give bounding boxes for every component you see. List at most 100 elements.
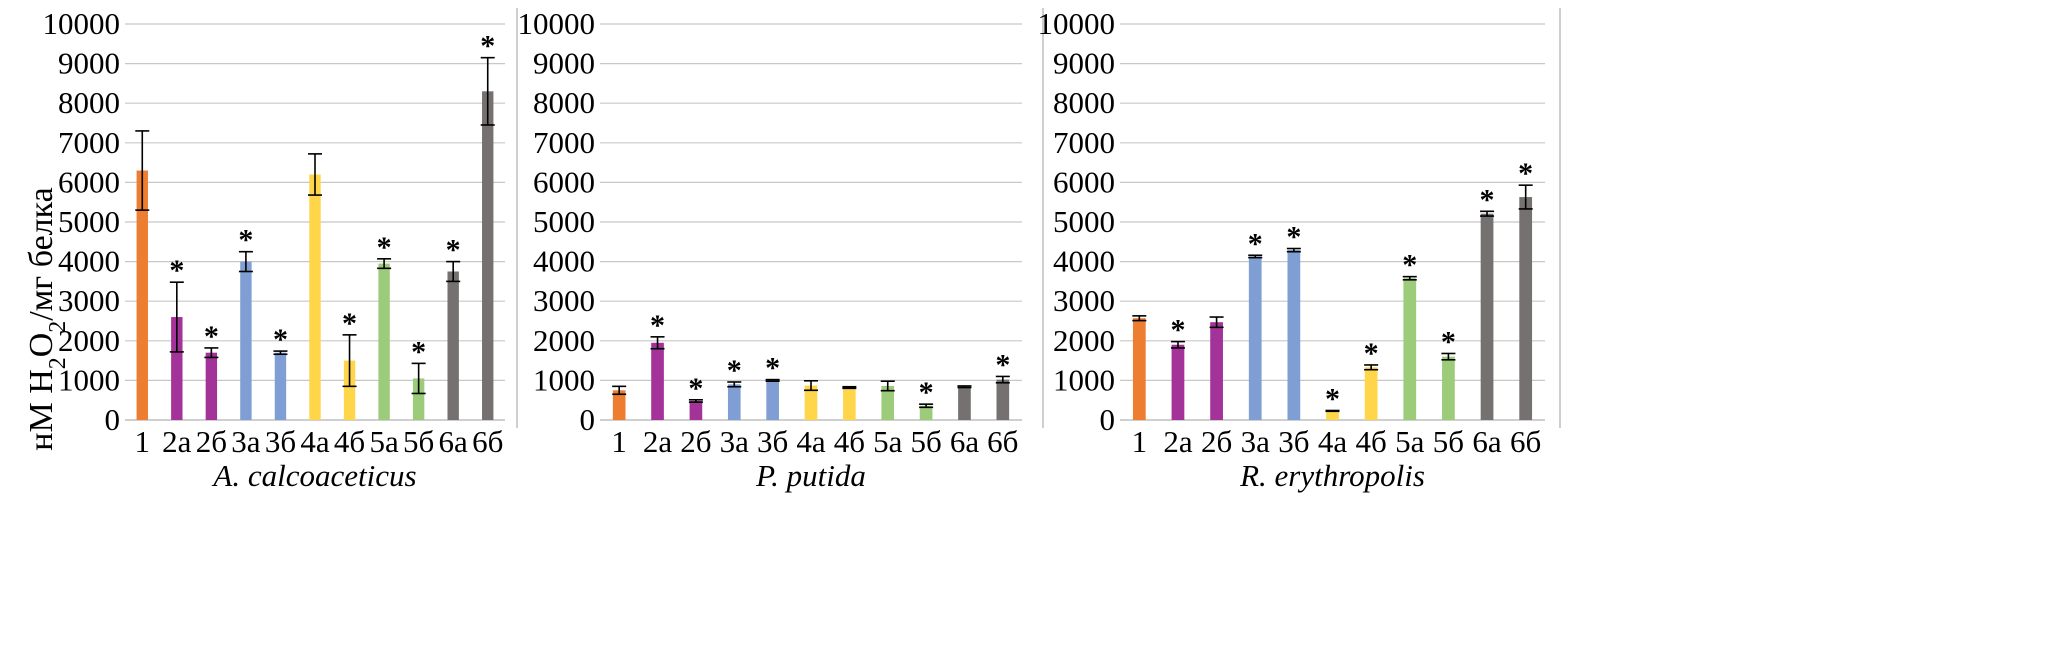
y-tick-label: 7000 — [58, 125, 120, 160]
bar — [1519, 197, 1533, 420]
y-tick-label: 6000 — [58, 164, 120, 199]
x-tick-label: 3а — [720, 424, 750, 459]
bar — [1480, 213, 1494, 420]
significance-star: * — [1170, 314, 1185, 347]
bar — [1210, 322, 1223, 420]
bar — [996, 379, 1010, 420]
significance-star: * — [169, 254, 184, 287]
error-bar — [1518, 184, 1533, 210]
x-tick-label: 3б — [1278, 424, 1309, 459]
x-tick-label: 5б — [403, 424, 434, 459]
x-tick-label: 4а — [300, 424, 330, 459]
significance-star: * — [1518, 157, 1533, 190]
error-bar — [342, 334, 357, 388]
significance-star: * — [919, 376, 934, 409]
error-bar — [842, 385, 857, 390]
bar — [1248, 256, 1262, 420]
significance-star: * — [480, 30, 495, 63]
bar — [447, 271, 459, 420]
error-bar — [727, 381, 742, 388]
y-axis-label: нМ H2O2/мг белка — [23, 187, 71, 450]
bar — [274, 352, 287, 420]
error-bar — [204, 347, 219, 359]
y-tick-label: 9000 — [58, 46, 120, 81]
error-bar — [135, 130, 150, 211]
error-bar — [957, 385, 972, 389]
error-bar — [688, 399, 703, 403]
y-tick-label: 3000 — [58, 283, 120, 318]
bar — [1132, 318, 1146, 420]
x-tick-label: 5б — [910, 424, 941, 459]
y-tick-label: 6000 — [533, 164, 595, 199]
y-tick-label: 3000 — [1053, 283, 1115, 318]
bar — [343, 360, 356, 420]
significance-star: * — [238, 224, 253, 257]
y-tick-label: 1000 — [533, 362, 595, 397]
bar — [1403, 278, 1417, 420]
error-bar — [1441, 352, 1456, 361]
bar — [689, 400, 703, 420]
error-bar — [446, 260, 461, 283]
error-bar — [1286, 247, 1301, 253]
y-tick-label: 5000 — [533, 204, 595, 239]
x-tick-label: 6а — [439, 424, 469, 459]
y-tick-label: 2000 — [533, 323, 595, 358]
x-tick-label: 4а — [1318, 424, 1348, 459]
error-bar — [1248, 254, 1263, 259]
x-tick-label: 2а — [643, 424, 673, 459]
error-bar — [612, 385, 627, 396]
error-bar — [995, 375, 1010, 384]
significance-star: * — [765, 352, 780, 385]
x-tick-label: 5а — [369, 424, 399, 459]
bar — [240, 261, 252, 420]
significance-star: * — [1286, 221, 1301, 254]
panel-title: A. calcoaceticus — [211, 458, 416, 493]
y-tick-label: 0 — [1100, 402, 1116, 437]
significance-star: * — [1480, 183, 1495, 216]
x-tick-label: 4а — [796, 424, 826, 459]
significance-star: * — [342, 307, 357, 340]
y-axis-label-main: нМ H — [23, 369, 60, 450]
x-tick-label: 4б — [834, 424, 865, 459]
significance-star: * — [1402, 249, 1417, 282]
significance-star: * — [273, 323, 288, 356]
y-tick-label: 9000 — [533, 46, 595, 81]
significance-star: * — [650, 309, 665, 342]
bar — [612, 390, 626, 420]
error-bar — [1364, 364, 1379, 371]
y-tick-label: 3000 — [533, 283, 595, 318]
significance-star: * — [688, 372, 703, 405]
y-tick-label: 5000 — [58, 204, 120, 239]
bar — [1364, 367, 1378, 420]
bar — [136, 170, 148, 420]
error-bar — [919, 403, 934, 409]
significance-star: * — [1364, 337, 1379, 370]
error-bar — [480, 56, 495, 126]
significance-star: * — [1441, 325, 1456, 358]
panel-title: P. putida — [755, 458, 866, 493]
x-tick-label: 4б — [334, 424, 365, 459]
significance-star: * — [204, 320, 219, 353]
significance-star: * — [727, 354, 742, 387]
significance-star: * — [1248, 227, 1263, 260]
error-bar — [308, 153, 322, 196]
x-tick-label: 3а — [1241, 424, 1271, 459]
y-tick-label: 9000 — [1053, 46, 1115, 81]
significance-star: * — [1325, 382, 1340, 415]
y-axis-label-tail: /мг белка — [23, 187, 60, 320]
bar — [309, 174, 321, 420]
y-tick-label: 10000 — [518, 6, 596, 41]
x-tick-label: 5б — [1433, 424, 1464, 459]
y-tick-label: 6000 — [1053, 164, 1115, 199]
y-tick-label: 8000 — [1053, 85, 1115, 120]
y-tick-label: 10000 — [1038, 6, 1116, 41]
bar — [919, 405, 933, 420]
y-tick-label: 8000 — [58, 85, 120, 120]
error-bar — [377, 258, 392, 270]
error-bar — [1209, 316, 1224, 329]
x-tick-label: 4б — [1355, 424, 1386, 459]
bar — [766, 380, 779, 420]
x-tick-label: 6а — [950, 424, 980, 459]
y-tick-label: 8000 — [533, 85, 595, 120]
